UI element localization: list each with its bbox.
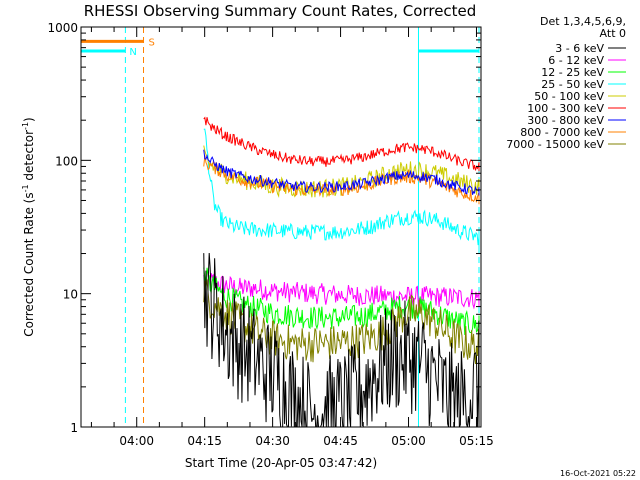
legend-label-7: 800 - 7000 keV (520, 126, 604, 139)
series-line-1 (203, 269, 480, 310)
y-tick-label: 1000 (47, 21, 78, 35)
x-tick-label: 05:00 (391, 434, 426, 448)
y-tick-label: 1 (70, 421, 78, 435)
legend-label-0: 3 - 6 keV (555, 42, 604, 55)
legend-label-4: 50 - 100 keV (534, 90, 604, 103)
night-label: N (129, 47, 136, 58)
footer-timestamp: 16-Oct-2021 05:22 (560, 469, 636, 478)
legend-label-5: 100 - 300 keV (527, 102, 604, 115)
x-tick-label: 05:15 (459, 434, 494, 448)
y-tick-label: 100 (55, 154, 78, 168)
legend-label-1: 6 - 12 keV (548, 54, 604, 67)
series-line-6 (203, 149, 480, 196)
series-line-3 (203, 128, 480, 248)
y-tick-label: 10 (63, 288, 78, 302)
x-tick-label: 04:45 (323, 434, 358, 448)
legend-label-3: 25 - 50 keV (541, 78, 604, 91)
y-axis-label: Corrected Count Rate (s-1 detector-1) (21, 117, 36, 336)
x-axis-label: Start Time (20-Apr-05 03:47:42) (185, 456, 377, 470)
legend-label-2: 12 - 25 keV (541, 66, 604, 79)
series-lines (81, 39, 480, 428)
legend-header-line-2: Att 0 (600, 27, 626, 40)
x-tick-label: 04:15 (187, 434, 222, 448)
series-line-5 (203, 116, 480, 172)
x-tick-label: 04:00 (119, 434, 154, 448)
legend-label-6: 300 - 800 keV (527, 114, 604, 127)
series-line-8 (203, 279, 480, 365)
legend-label-8: 7000 - 15000 keV (506, 138, 604, 151)
series-line-0 (203, 252, 480, 428)
y-axis: 1 10 100 1000 (47, 21, 481, 435)
x-tick-label: 04:30 (255, 434, 290, 448)
saa-label: S (149, 37, 155, 48)
status-bars: NS (81, 37, 479, 58)
x-axis: 04:00 04:15 04:30 04:45 05:00 05:15 (90, 27, 494, 448)
legend-header-line-1: Det 1,3,4,5,6,9, (540, 15, 626, 28)
plot-frame (80, 26, 482, 428)
chart-title: RHESSI Observing Summary Count Rates, Co… (84, 2, 477, 20)
